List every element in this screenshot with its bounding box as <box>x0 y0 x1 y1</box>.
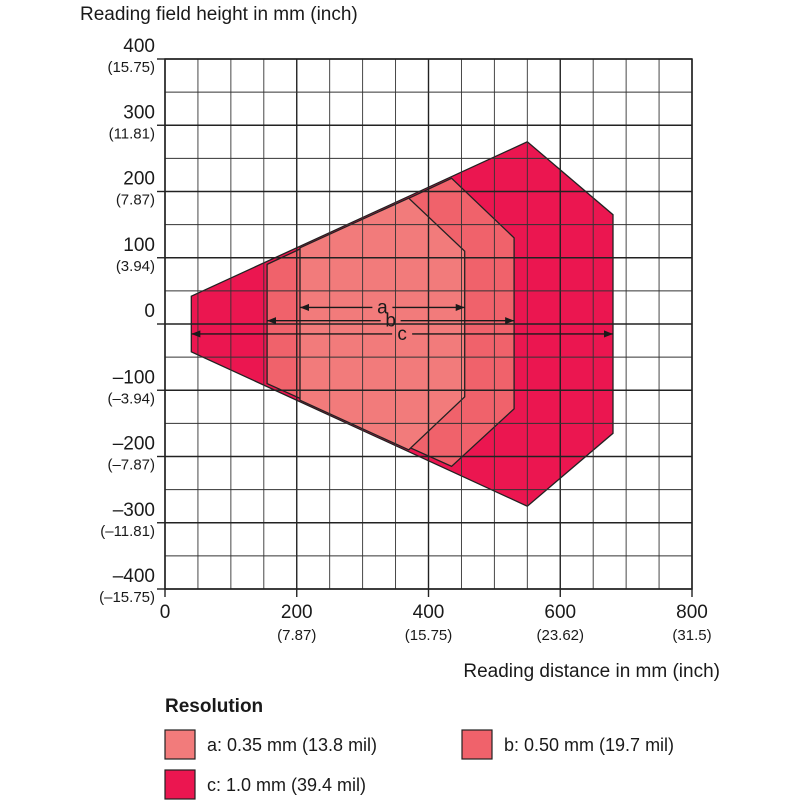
y-tick-sublabel: (11.81) <box>109 125 155 142</box>
y-tick-sublabel: (–15.75) <box>99 589 155 606</box>
x-tick-sublabel: (7.87) <box>277 627 316 644</box>
range-label-a: a <box>377 297 388 318</box>
range-arrows: cba <box>191 297 613 345</box>
y-tick-sublabel: (–7.87) <box>107 457 155 474</box>
x-tick-label: 800 <box>676 602 708 623</box>
y-tick-sublabel: (3.94) <box>116 258 155 275</box>
legend-label-c: c: 1.0 mm (39.4 mil) <box>207 775 366 795</box>
y-tick-label: –200 <box>113 434 155 455</box>
x-tick-label: 200 <box>281 602 313 623</box>
x-axis-title: Reading distance in mm (inch) <box>463 661 720 682</box>
y-tick-sublabel: (–11.81) <box>100 523 155 540</box>
x-tick-label: 600 <box>544 602 576 623</box>
y-tick-label: –400 <box>113 566 155 587</box>
legend-title: Resolution <box>165 696 263 717</box>
y-tick-label: 400 <box>123 36 155 57</box>
x-tick-label: 400 <box>413 602 445 623</box>
x-tick-sublabel: (23.62) <box>536 627 584 644</box>
legend-label-a: a: 0.35 mm (13.8 mil) <box>207 735 377 755</box>
y-axis-title: Reading field height in mm (inch) <box>80 4 358 25</box>
legend: a: 0.35 mm (13.8 mil) b: 0.50 mm (19.7 mi… <box>164 729 674 800</box>
y-tick-sublabel: (–3.94) <box>107 390 155 407</box>
y-tick-label: –100 <box>113 367 155 388</box>
range-label-c: c <box>397 324 407 345</box>
range-label-b: b <box>385 311 396 332</box>
y-tick-label: 300 <box>123 102 155 123</box>
y-tick-labels: 400 (15.75) 300 (11.81) 200 (7.87) 100 (3.94) 0 –… <box>99 36 155 606</box>
y-tick-label: 0 <box>144 301 155 322</box>
x-tick-sublabel: (31.5) <box>672 627 711 644</box>
y-tick-label: 100 <box>123 235 155 256</box>
y-tick-sublabel: (7.87) <box>116 192 155 209</box>
x-tick-sublabel: (15.75) <box>405 627 453 644</box>
legend-swatch-c <box>164 769 196 800</box>
y-tick-label: –300 <box>113 500 155 521</box>
y-tick-label: 200 <box>123 169 155 190</box>
grid <box>157 58 693 597</box>
x-tick-label: 0 <box>160 602 171 623</box>
x-tick-labels: 0 200 (7.87) 400 (15.75) 600 (23.62) 800 (31.5) <box>160 602 712 644</box>
legend-swatch-b <box>461 729 493 760</box>
plot-frame <box>164 58 693 590</box>
legend-label-b: b: 0.50 mm (19.7 mil) <box>504 735 674 755</box>
legend-swatch-a <box>164 729 196 760</box>
y-tick-sublabel: (15.75) <box>107 59 155 76</box>
